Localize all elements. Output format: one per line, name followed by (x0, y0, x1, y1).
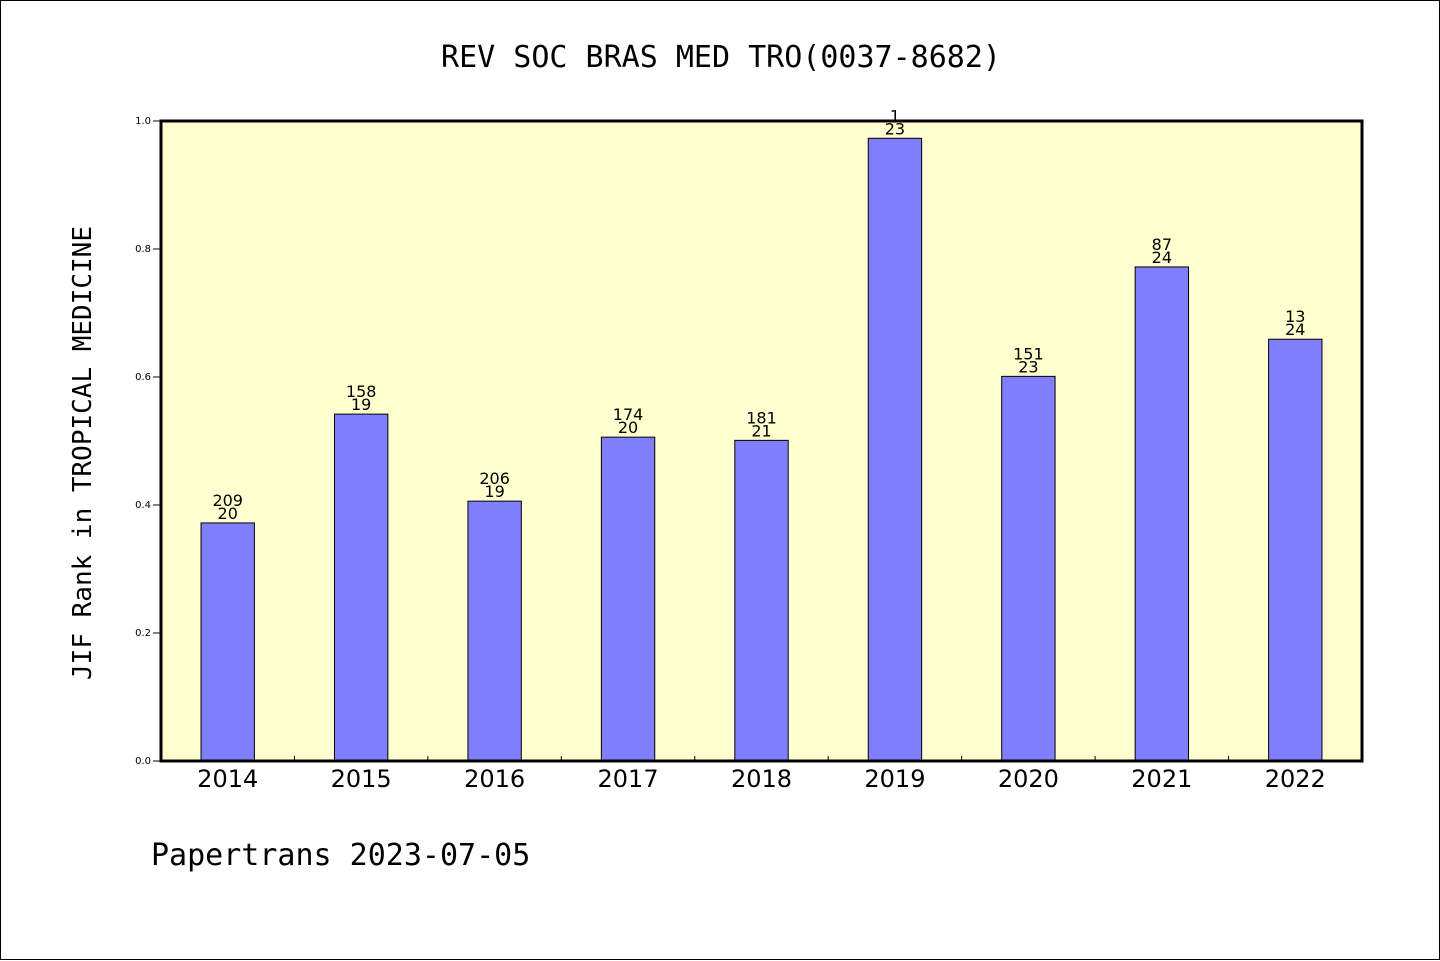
y-ticks-group: 0.0 0.2 0.4 0.6 0.8 1.0 (135, 116, 161, 767)
y-tick-label-0.4: 0.4 (135, 500, 151, 511)
y-tick-label-0.0: 0.0 (135, 756, 151, 767)
bar-2019 (867, 137, 923, 762)
bar-2016 (467, 500, 522, 762)
bar-label-total-2014: 20 (218, 504, 238, 523)
bar-2018 (734, 439, 789, 762)
bar-label-total-2018: 21 (751, 421, 771, 440)
bar-label-rank-2022: 13 (1285, 307, 1305, 326)
y-tick-label-0.2: 0.2 (135, 628, 151, 639)
bar-label-total-2016: 19 (484, 482, 504, 501)
bar-label-rank-2016: 206 (479, 469, 510, 488)
bar-label-total-2021: 24 (1152, 248, 1172, 267)
bar-label-total-2019: 23 (885, 119, 905, 138)
bar-label-rank-2021: 87 (1152, 235, 1172, 254)
x-tick-label-2020: 2020 (998, 765, 1059, 793)
x-tick-label-2016: 2016 (464, 765, 525, 793)
bar-2015 (333, 413, 389, 762)
x-tick-label-2018: 2018 (731, 765, 792, 793)
y-tick-label-0.8: 0.8 (135, 244, 151, 255)
x-tick-label-2019: 2019 (864, 765, 925, 793)
bars-group (200, 137, 1323, 762)
bar-label-rank-2017: 174 (613, 405, 644, 424)
bar-label-total-2022: 24 (1285, 320, 1305, 339)
bar-label-total-2015: 19 (351, 395, 371, 414)
x-ticks-group: 2014 2015 2016 2017 2018 2019 2020 2021 2022 (197, 756, 1326, 793)
bar-label-rank-2019: 1 (890, 106, 900, 125)
bar-label-rank-2020: 151 (1013, 344, 1044, 363)
bar-label-total-2017: 20 (618, 418, 638, 437)
y-tick-label-0.6: 0.6 (135, 372, 151, 383)
x-tick-label-2015: 2015 (331, 765, 392, 793)
bar-labels-group: 2092015819206191742018121123151238724132… (212, 106, 1305, 523)
x-tick-label-2017: 2017 (598, 765, 659, 793)
bar-2020 (1001, 375, 1056, 762)
bar-2022 (1268, 338, 1323, 762)
chart-title: REV SOC BRAS MED TRO(0037-8682) (441, 40, 1001, 75)
bar-label-rank-2015: 158 (346, 382, 377, 401)
bar-2017 (600, 436, 656, 762)
bar-2021 (1134, 266, 1190, 762)
plot-border (159, 119, 1364, 763)
bar-label-rank-2014: 209 (212, 491, 243, 510)
x-tick-label-2021: 2021 (1131, 765, 1192, 793)
x-tick-label-2014: 2014 (197, 765, 258, 793)
y-tick-label-1.0: 1.0 (135, 116, 151, 127)
bar-label-rank-2018: 181 (746, 408, 777, 427)
bar-2014 (200, 522, 255, 762)
bar-label-total-2020: 23 (1018, 357, 1038, 376)
footer-text: Papertrans 2023-07-05 (151, 838, 530, 873)
x-tick-label-2022: 2022 (1265, 765, 1326, 793)
y-axis-label: JIF Rank in TROPICAL MEDICINE (68, 226, 98, 680)
